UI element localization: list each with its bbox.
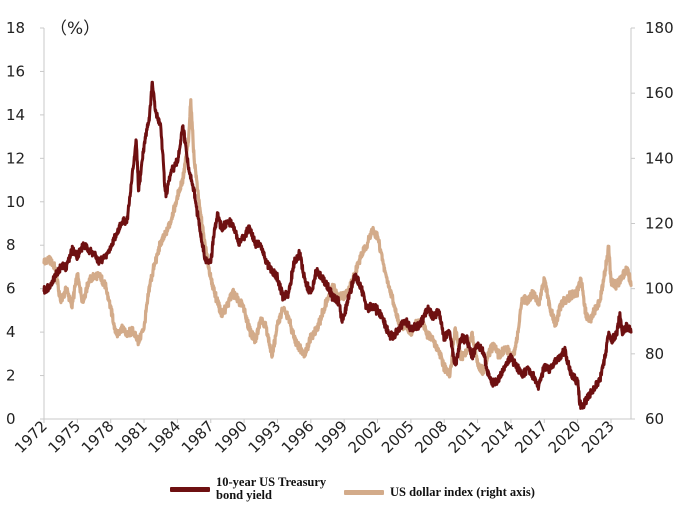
legend-label-yield-line1: 10-year US Treasury <box>216 475 327 489</box>
right-tick-label: 60 <box>645 410 664 428</box>
right-tick-label: 120 <box>645 215 674 233</box>
right-tick-label: 140 <box>645 149 674 167</box>
x-tick-label: 1975 <box>44 417 84 457</box>
left-tick-label: 10 <box>6 193 25 211</box>
treasury-yield-line <box>42 80 633 410</box>
x-tick-label: 1996 <box>278 417 318 457</box>
x-tick-label: 1981 <box>111 417 151 457</box>
left-tick-label: 16 <box>6 62 25 80</box>
x-tick-label: 1972 <box>11 417 51 457</box>
axes-layer <box>40 27 635 423</box>
unit-label: （%） <box>50 19 101 39</box>
legend: 10-year US Treasury bond yield US dollar… <box>0 476 682 506</box>
dollar-index-line <box>42 98 633 379</box>
legend-item-dxy: US dollar index (right axis) <box>344 486 535 499</box>
right-tick-label: 80 <box>645 345 664 363</box>
x-tick-label: 1984 <box>145 417 185 457</box>
x-tick-label: 1999 <box>311 417 351 457</box>
series-layer <box>42 80 633 410</box>
legend-label-dxy: US dollar index (right axis) <box>390 485 535 499</box>
legend-swatch-dxy <box>344 490 384 495</box>
legend-swatch-yield <box>170 486 210 492</box>
left-tick-label: 4 <box>6 323 16 341</box>
left-tick-label: 14 <box>6 106 25 124</box>
x-tick-label: 2020 <box>545 417 585 457</box>
left-tick-label: 12 <box>6 149 25 167</box>
x-tick-label: 1978 <box>78 417 118 457</box>
right-tick-label: 160 <box>645 84 674 102</box>
x-tick-label: 1990 <box>211 417 251 457</box>
left-tick-label: 6 <box>6 280 16 298</box>
x-tick-label: 2008 <box>411 417 451 457</box>
x-tick-label: 2005 <box>378 417 418 457</box>
x-tick-label: 2017 <box>511 417 551 457</box>
left-tick-label: 8 <box>6 236 16 254</box>
left-tick-label: 2 <box>6 367 16 385</box>
left-tick-label: 18 <box>6 19 25 37</box>
x-tick-label: 1987 <box>178 417 218 457</box>
left-tick-label: 0 <box>6 410 16 428</box>
legend-label-yield: 10-year US Treasury bond yield <box>216 476 326 502</box>
x-tick-label: 2023 <box>578 417 618 457</box>
x-tick-label: 2011 <box>445 417 485 457</box>
legend-label-yield-line2: bond yield <box>216 488 272 502</box>
ticks-layer: 0246810121416186080100120140160180197219… <box>6 19 674 457</box>
right-tick-label: 100 <box>645 280 674 298</box>
x-tick-label: 2002 <box>345 417 385 457</box>
x-tick-label: 2014 <box>478 417 518 457</box>
x-tick-label: 1993 <box>245 417 285 457</box>
right-tick-label: 180 <box>645 19 674 37</box>
legend-item-yield: 10-year US Treasury bond yield <box>170 476 326 502</box>
